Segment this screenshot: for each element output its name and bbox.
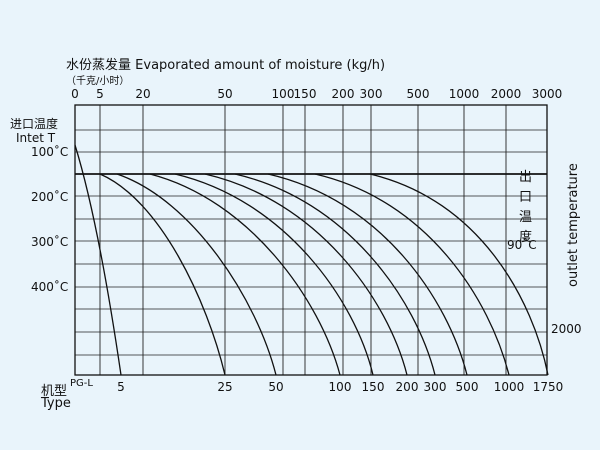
bottom-label-code: PG-L bbox=[70, 378, 93, 389]
model-curve bbox=[99, 173, 226, 376]
model-tick-label: 1750 bbox=[532, 380, 564, 394]
chart-subtitle: （千克/小时） bbox=[66, 76, 130, 87]
right-label-cn-char: 温 bbox=[519, 210, 533, 225]
right-value-label: 2000 bbox=[551, 322, 582, 336]
model-tick-label: 100 bbox=[328, 380, 352, 394]
vertical-gridlines bbox=[74, 105, 548, 375]
model-curve bbox=[369, 173, 549, 376]
model-tick-label: 300 bbox=[423, 380, 447, 394]
top-axis-tick-label: 20 bbox=[135, 87, 151, 101]
right-label-en: outlet temperature bbox=[566, 163, 581, 287]
model-tick-label: 200 bbox=[395, 380, 419, 394]
left-label-cn: 进口温度 bbox=[10, 117, 59, 131]
top-axis-tick-label: 5 bbox=[96, 87, 104, 101]
inlet-tick-label: 200˚C bbox=[31, 190, 69, 204]
chart-title-cn: 水份蒸发量 bbox=[66, 58, 132, 73]
top-axis-tick-label: 2000 bbox=[490, 87, 522, 101]
model-curve bbox=[267, 173, 468, 376]
outlet-temp-label: 90˚C bbox=[507, 238, 537, 252]
inlet-tick-label: 300˚C bbox=[31, 235, 69, 249]
top-axis-tick-label: 500 bbox=[406, 87, 430, 101]
right-label-cn-char: 出 bbox=[519, 170, 533, 185]
model-curve bbox=[204, 173, 408, 376]
top-axis-tick-label: 150 bbox=[293, 87, 317, 101]
plot-frame bbox=[74, 104, 548, 376]
horizontal-gridlines bbox=[75, 104, 547, 376]
bottom-label-cn: 机型 bbox=[41, 384, 68, 399]
right-label-cn-char: 口 bbox=[519, 190, 533, 205]
top-axis-tick-label: 200 bbox=[331, 87, 355, 101]
left-label-en: Intet T bbox=[16, 131, 56, 145]
model-tick-label: 500 bbox=[455, 380, 479, 394]
inlet-tick-label: 100˚C bbox=[31, 145, 69, 159]
model-tick-label: 5 bbox=[117, 380, 125, 394]
right-label-cn-char: 度 bbox=[519, 230, 533, 245]
top-axis-tick-label: 1000 bbox=[448, 87, 480, 101]
chart-title: 水份蒸发量 Evaporated amount of moisture (kg/… bbox=[66, 54, 385, 73]
top-axis-tick-label: 0 bbox=[71, 87, 79, 101]
model-tick-label: 25 bbox=[217, 380, 233, 394]
model-tick-label: 50 bbox=[268, 380, 284, 394]
top-axis-tick-label: 50 bbox=[217, 87, 233, 101]
model-curve bbox=[116, 173, 277, 376]
model-curve bbox=[74, 144, 122, 376]
top-axis-tick-label: 300 bbox=[359, 87, 383, 101]
model-curve bbox=[149, 173, 341, 376]
model-tick-label: 150 bbox=[361, 380, 385, 394]
model-curve bbox=[234, 173, 436, 376]
top-axis-tick-label: 3000 bbox=[531, 87, 563, 101]
bottom-label-en: Type bbox=[41, 396, 71, 411]
chart-title-en: Evaporated amount of moisture (kg/h) bbox=[135, 58, 386, 73]
inlet-tick-label: 400˚C bbox=[31, 280, 69, 294]
model-curve bbox=[174, 173, 374, 376]
model-curves bbox=[74, 144, 549, 376]
top-axis-tick-label: 100 bbox=[271, 87, 295, 101]
model-tick-label: 1000 bbox=[493, 380, 525, 394]
model-curve bbox=[314, 173, 510, 376]
